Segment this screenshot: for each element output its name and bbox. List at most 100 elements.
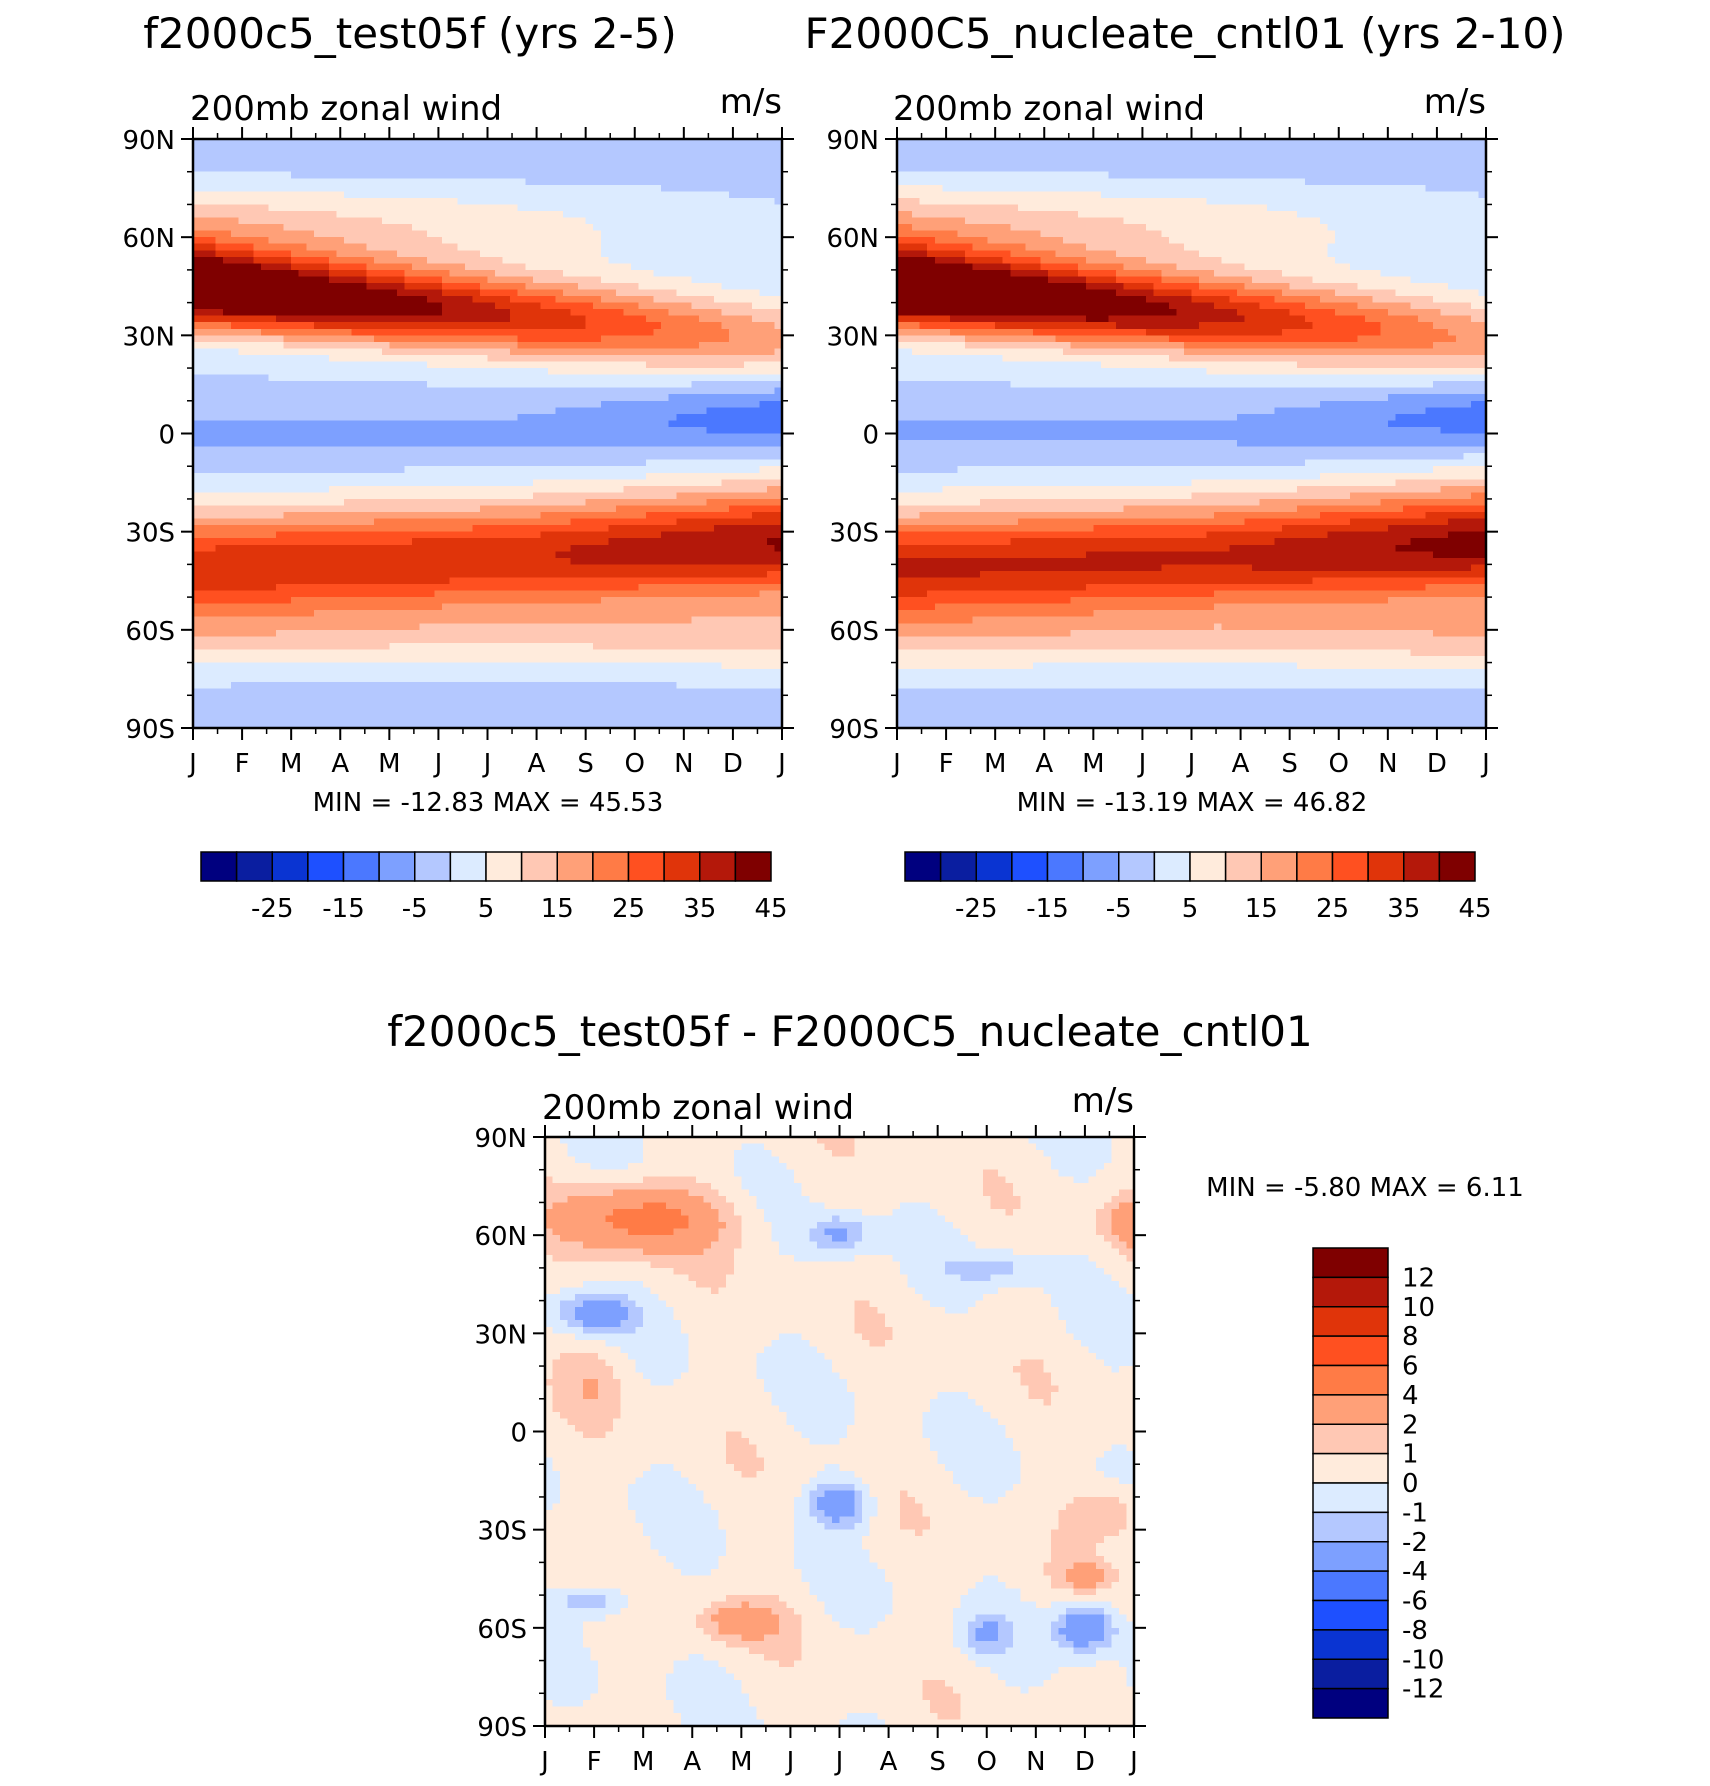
field-cell [464,354,473,363]
field-cell [540,152,549,160]
field-cell [479,335,489,343]
field-cell [661,341,670,350]
field-cell [313,368,322,376]
field-cell [374,538,383,546]
field-cell [434,381,443,389]
field-cell [276,446,285,454]
field-cell [479,263,489,271]
field-cell [532,361,541,369]
field-cell [676,230,685,238]
field-cell [457,315,466,323]
field-cell [366,322,375,330]
field-cell [268,256,277,264]
field-cell [668,368,677,376]
field-cell [563,551,572,559]
field-cell [411,368,421,376]
field-cell [260,420,270,428]
field-cell [434,492,443,500]
plot-test-field [193,139,783,729]
field-cell [381,191,390,199]
field-cell [253,505,262,513]
field-cell [313,492,322,500]
field-cell [570,224,579,232]
field-cell [751,224,760,232]
field-cell [434,407,443,415]
field-cell [525,525,534,533]
field-cell [714,191,723,199]
field-cell [464,446,473,454]
field-cell [479,505,489,513]
field-cell [268,309,277,317]
field-cell [283,139,292,147]
field-cell [517,256,526,264]
field-cell [759,453,768,461]
field-cell [396,400,406,408]
field-cell [774,217,783,225]
field-cell [698,191,708,199]
field-cell [291,145,300,153]
field-cell [668,165,677,173]
field-cell [321,145,330,153]
field-cell [200,197,209,206]
field-cell [593,485,602,493]
field-cell [306,512,315,520]
field-cell [328,368,338,376]
field-cell [396,158,406,166]
field-cell [578,237,587,245]
field-cell [714,374,723,382]
field-cell [729,361,738,369]
field-cell [676,551,685,559]
field-cell [510,381,519,389]
field-cell [457,158,466,166]
field-cell [328,354,338,363]
field-cell [374,282,383,291]
field-cell [434,197,443,206]
field-cell [193,498,202,507]
field-cell [374,394,383,402]
field-cell [283,394,292,402]
field-cell [630,381,640,389]
field-cell [555,145,564,153]
field-cell [374,381,383,389]
field-cell [208,139,217,147]
field-cell [661,204,670,212]
field-cell [630,289,640,297]
field-cell [540,224,549,232]
field-cell [691,309,700,317]
field-cell [208,505,217,513]
field-cell [676,374,685,382]
field-cell [495,433,504,441]
field-cell [215,296,224,304]
field-cell [449,210,458,219]
field-cell [495,381,504,389]
field-cell [714,197,723,206]
field-cell [676,459,685,467]
field-cell [313,217,322,225]
field-cell [623,538,632,546]
field-cell [321,322,330,330]
field-cell [442,466,451,474]
field-cell [283,453,292,461]
field-cell [585,341,594,350]
field-cell [698,394,708,402]
field-cell [336,387,345,395]
field-cell [238,512,247,520]
field-cell [502,538,511,546]
field-cell [449,368,458,376]
field-cell [411,551,421,559]
field-cell [706,544,715,552]
field-cell [510,296,519,304]
field-cell [193,171,202,179]
field-cell [359,204,368,212]
field-cell [276,479,285,487]
field-cell [585,525,594,533]
field-cell [608,204,617,212]
field-cell [351,387,360,395]
field-cell [283,315,292,323]
field-cell [434,289,443,297]
field-cell [396,237,406,245]
field-cell [593,479,602,487]
field-cell [759,263,768,271]
field-cell [668,453,677,461]
field-cell [472,250,481,258]
